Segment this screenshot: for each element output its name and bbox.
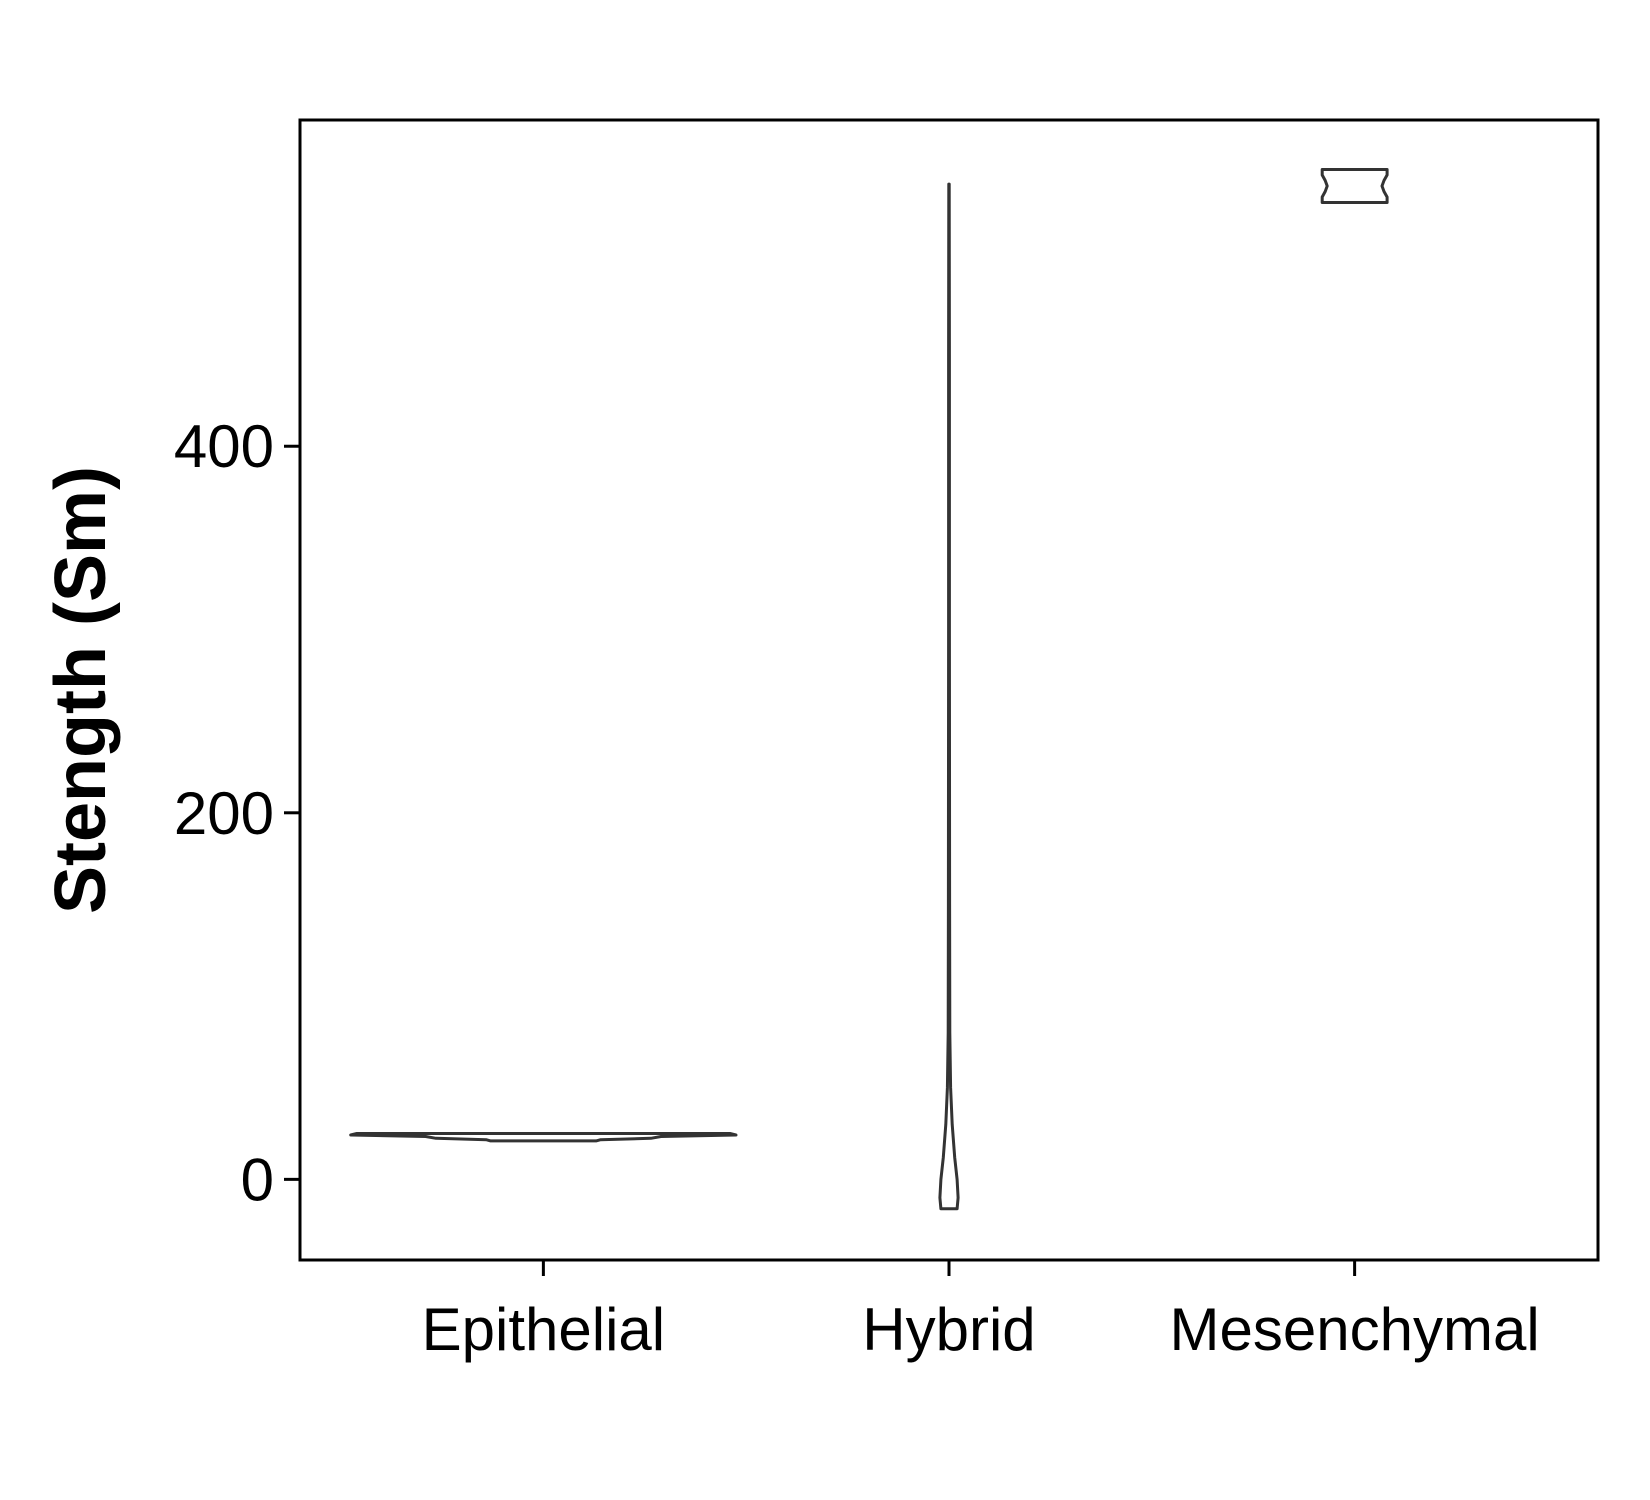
x-tick-label-hybrid: Hybrid xyxy=(862,1296,1035,1363)
violin-hybrid xyxy=(938,182,960,1211)
x-tick-label-epithelial: Epithelial xyxy=(422,1296,666,1363)
y-tick-label-0: 0 xyxy=(241,1146,274,1213)
violin-epithelial xyxy=(349,1132,738,1143)
violin-group xyxy=(349,168,1389,1211)
x-axis: Epithelial Hybrid Mesenchymal xyxy=(422,1260,1540,1363)
y-tick-label-200: 200 xyxy=(174,780,274,847)
y-axis: 0 200 400 xyxy=(174,413,300,1213)
y-tick-label-400: 400 xyxy=(174,413,274,480)
y-axis-title: Stength (Sm) xyxy=(41,466,121,914)
violin-mesenchymal xyxy=(1320,168,1389,204)
x-tick-label-mesenchymal: Mesenchymal xyxy=(1170,1296,1540,1363)
